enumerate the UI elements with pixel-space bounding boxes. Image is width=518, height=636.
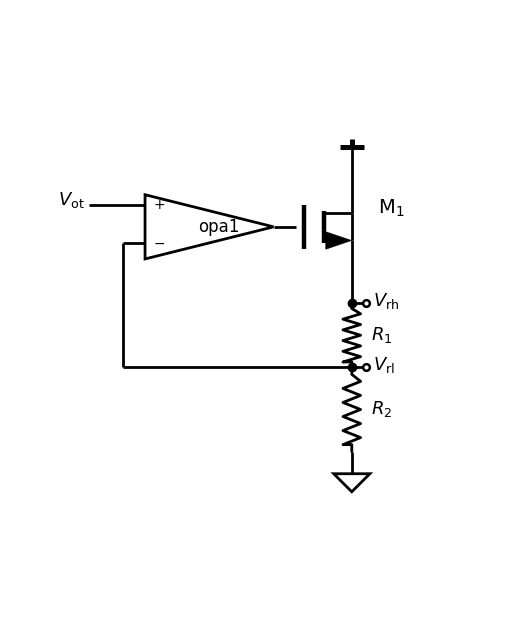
Text: $+$: $+$ [153,198,165,212]
Text: $V_{\rm rl}$: $V_{\rm rl}$ [373,356,395,375]
Text: $\mathrm{M}_1$: $\mathrm{M}_1$ [378,198,404,219]
Text: $-$: $-$ [153,236,165,250]
Text: $V_{\rm ot}$: $V_{\rm ot}$ [58,190,85,210]
Text: $R_1$: $R_1$ [371,325,393,345]
Text: $R_2$: $R_2$ [371,399,392,420]
Text: opa1: opa1 [198,218,240,236]
Text: $V_{\rm rh}$: $V_{\rm rh}$ [373,291,399,311]
Polygon shape [326,232,352,249]
